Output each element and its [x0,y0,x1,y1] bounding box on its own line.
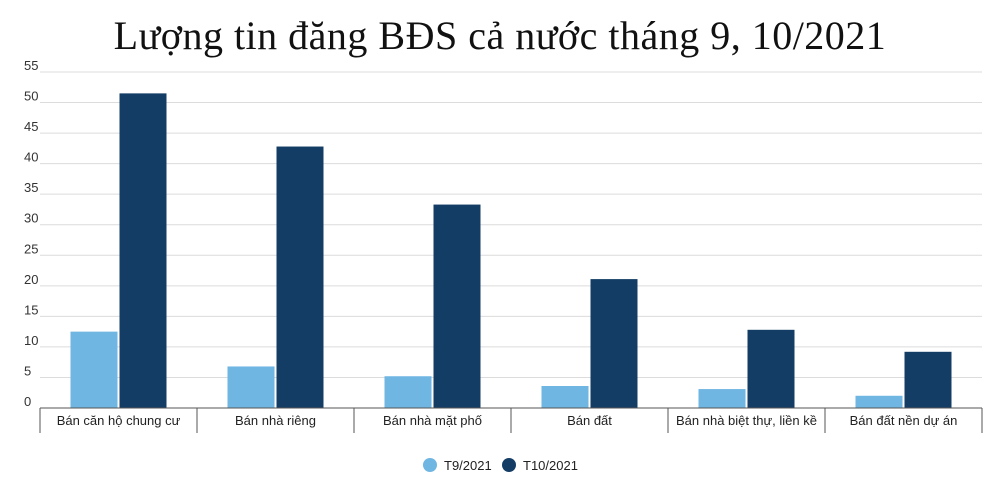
bar-t9-2021 [855,395,903,408]
bar-t9-2021 [70,331,118,408]
y-tick-label: 35 [24,180,38,195]
legend: T9/2021 T10/2021 [423,458,578,473]
x-axis-categories: Bán căn hộ chung cư Bán nhà riêng Bán nhà … [57,413,958,428]
y-tick-label: 15 [24,302,38,317]
bar-t10-2021 [904,351,952,408]
bar-t9-2021 [698,389,746,408]
bar-t10-2021 [590,279,638,408]
bar-t10-2021 [433,204,481,408]
y-axis-ticks: 0 5 10 15 20 25 30 35 40 45 50 55 [24,58,38,409]
legend-marker [502,458,516,472]
y-tick-label: 50 [24,89,38,104]
chart-title: Lượng tin đăng BĐS cả nước tháng 9, 10/2… [113,13,887,58]
bar-t9-2021 [541,386,589,408]
y-tick-label: 5 [24,363,31,378]
x-tick-label: Bán nhà mặt phố [383,413,482,428]
x-tick-label: Bán nhà biệt thự, liền kề [676,413,817,428]
y-tick-label: 55 [24,58,38,73]
x-tick-label: Bán nhà riêng [235,413,316,428]
y-tick-label: 45 [24,119,38,134]
legend-label: T10/2021 [523,458,578,473]
bar-t10-2021 [119,93,167,408]
grid-lines [40,71,982,378]
y-tick-label: 10 [24,333,38,348]
y-tick-label: 30 [24,211,38,226]
x-axis [39,407,983,433]
y-tick-label: 25 [24,241,38,256]
y-tick-label: 20 [24,272,38,287]
bar-t9-2021 [384,376,432,408]
x-tick-label: Bán đất nền dự án [850,413,958,428]
legend-label: T9/2021 [444,458,492,473]
legend-marker [423,458,437,472]
bar-t10-2021 [747,329,795,408]
x-tick-label: Bán đất [567,413,612,428]
bar-t10-2021 [276,146,324,408]
bar-t9-2021 [227,366,275,408]
y-tick-label: 0 [24,394,31,409]
y-tick-label: 40 [24,150,38,165]
bars [70,93,952,408]
x-tick-label: Bán căn hộ chung cư [57,413,181,428]
